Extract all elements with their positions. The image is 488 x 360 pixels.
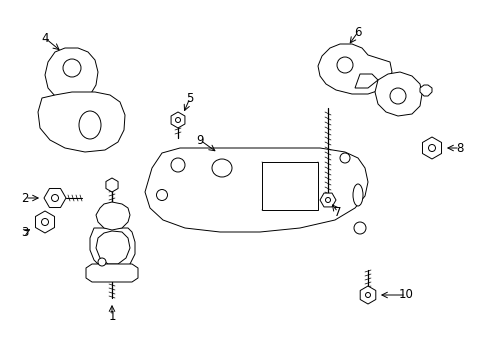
Polygon shape xyxy=(419,85,431,96)
Ellipse shape xyxy=(41,219,48,225)
Ellipse shape xyxy=(353,222,365,234)
Polygon shape xyxy=(319,193,335,207)
Ellipse shape xyxy=(339,153,349,163)
Ellipse shape xyxy=(156,189,167,201)
Ellipse shape xyxy=(63,59,81,77)
Polygon shape xyxy=(317,44,391,94)
Polygon shape xyxy=(96,231,130,264)
Text: 8: 8 xyxy=(455,141,463,154)
Ellipse shape xyxy=(171,158,184,172)
Text: 4: 4 xyxy=(41,31,49,45)
Text: 5: 5 xyxy=(186,91,193,104)
Ellipse shape xyxy=(352,184,362,206)
Polygon shape xyxy=(36,211,55,233)
Ellipse shape xyxy=(212,159,231,177)
Text: 3: 3 xyxy=(21,225,29,238)
Polygon shape xyxy=(96,202,130,230)
Polygon shape xyxy=(145,148,367,232)
Polygon shape xyxy=(86,264,138,282)
Polygon shape xyxy=(45,48,98,100)
Polygon shape xyxy=(38,92,125,152)
Text: 6: 6 xyxy=(353,26,361,39)
Polygon shape xyxy=(374,72,421,116)
Text: 2: 2 xyxy=(21,192,29,204)
Ellipse shape xyxy=(51,194,59,202)
Ellipse shape xyxy=(79,111,101,139)
Polygon shape xyxy=(90,228,135,272)
Polygon shape xyxy=(171,112,184,128)
Ellipse shape xyxy=(427,144,435,152)
Text: 9: 9 xyxy=(196,134,203,147)
Text: 7: 7 xyxy=(334,206,341,219)
Ellipse shape xyxy=(365,292,370,297)
Ellipse shape xyxy=(98,258,106,266)
Ellipse shape xyxy=(175,117,180,122)
Polygon shape xyxy=(44,189,66,207)
Ellipse shape xyxy=(389,88,405,104)
Text: 1: 1 xyxy=(108,310,116,323)
Polygon shape xyxy=(106,178,118,192)
Ellipse shape xyxy=(325,198,330,202)
Polygon shape xyxy=(262,162,317,210)
Text: 10: 10 xyxy=(398,288,412,302)
Polygon shape xyxy=(354,74,377,88)
Ellipse shape xyxy=(336,57,352,73)
Polygon shape xyxy=(360,286,375,304)
Polygon shape xyxy=(422,137,441,159)
